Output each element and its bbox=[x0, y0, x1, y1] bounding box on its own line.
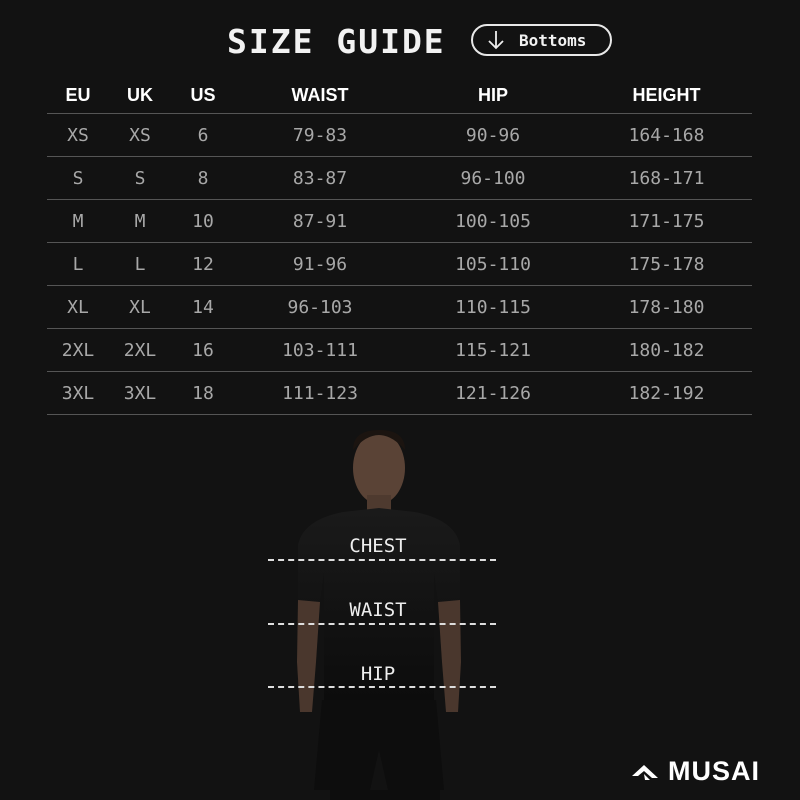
cell-uk: XS bbox=[109, 113, 171, 157]
cell-us: 12 bbox=[171, 242, 235, 286]
arrow-down-icon bbox=[488, 31, 504, 50]
cell-eu: L bbox=[47, 242, 109, 286]
category-button[interactable]: Bottoms bbox=[471, 24, 612, 56]
table-row: S S 8 83-87 96-100 168-171 bbox=[47, 156, 752, 200]
cell-waist: 79-83 bbox=[235, 113, 405, 157]
cell-eu: 3XL bbox=[47, 371, 109, 415]
cell-eu: M bbox=[47, 199, 109, 243]
table-row: M M 10 87-91 100-105 171-175 bbox=[47, 199, 752, 243]
cell-eu: 2XL bbox=[47, 328, 109, 372]
table-row: 3XL 3XL 18 111-123 121-126 182-192 bbox=[47, 371, 752, 415]
column-header-height: HEIGHT bbox=[581, 78, 752, 114]
cell-uk: M bbox=[109, 199, 171, 243]
cell-waist: 87-91 bbox=[235, 199, 405, 243]
table-row: XL XL 14 96-103 110-115 178-180 bbox=[47, 285, 752, 329]
column-header-waist: WAIST bbox=[235, 78, 405, 114]
column-header-hip: HIP bbox=[405, 78, 581, 114]
cell-waist: 111-123 bbox=[235, 371, 405, 415]
table-row: L L 12 91-96 105-110 175-178 bbox=[47, 242, 752, 286]
hip-label: HIP bbox=[360, 663, 396, 685]
cell-hip: 96-100 bbox=[405, 156, 581, 200]
cell-eu: XL bbox=[47, 285, 109, 329]
cell-uk: 3XL bbox=[109, 371, 171, 415]
cell-uk: L bbox=[109, 242, 171, 286]
cell-uk: XL bbox=[109, 285, 171, 329]
cell-uk: S bbox=[109, 156, 171, 200]
hip-line bbox=[268, 686, 496, 688]
cell-us: 10 bbox=[171, 199, 235, 243]
waist-line bbox=[268, 623, 496, 625]
chest-line bbox=[268, 559, 496, 561]
cell-us: 8 bbox=[171, 156, 235, 200]
cell-hip: 121-126 bbox=[405, 371, 581, 415]
table-row: 2XL 2XL 16 103-111 115-121 180-182 bbox=[47, 328, 752, 372]
cell-hip: 110-115 bbox=[405, 285, 581, 329]
cell-us: 6 bbox=[171, 113, 235, 157]
cell-waist: 96-103 bbox=[235, 285, 405, 329]
cell-us: 18 bbox=[171, 371, 235, 415]
brand-logo: MUSAI bbox=[630, 756, 760, 787]
size-table: EU UK US WAIST HIP HEIGHT XS XS 6 79-83 90-96 164-… bbox=[47, 78, 752, 415]
cell-us: 14 bbox=[171, 285, 235, 329]
cell-eu: S bbox=[47, 156, 109, 200]
chest-label: CHEST bbox=[349, 535, 407, 557]
cell-us: 16 bbox=[171, 328, 235, 372]
cell-eu: XS bbox=[47, 113, 109, 157]
table-row: XS XS 6 79-83 90-96 164-168 bbox=[47, 113, 752, 157]
cell-height: 178-180 bbox=[581, 285, 752, 329]
cell-height: 182-192 bbox=[581, 371, 752, 415]
cell-height: 164-168 bbox=[581, 113, 752, 157]
column-header-uk: UK bbox=[109, 78, 171, 114]
category-label: Bottoms bbox=[519, 30, 587, 50]
cell-hip: 90-96 bbox=[405, 113, 581, 157]
cell-hip: 105-110 bbox=[405, 242, 581, 286]
cell-hip: 115-121 bbox=[405, 328, 581, 372]
column-header-eu: EU bbox=[47, 78, 109, 114]
cell-waist: 91-96 bbox=[235, 242, 405, 286]
column-header-us: US bbox=[171, 78, 235, 114]
cell-height: 175-178 bbox=[581, 242, 752, 286]
page-title: SIZE GUIDE bbox=[227, 22, 446, 61]
cell-height: 171-175 bbox=[581, 199, 752, 243]
cell-height: 168-171 bbox=[581, 156, 752, 200]
brand-name: MUSAI bbox=[668, 756, 760, 786]
musai-logo-icon bbox=[632, 764, 658, 780]
cell-waist: 83-87 bbox=[235, 156, 405, 200]
cell-height: 180-182 bbox=[581, 328, 752, 372]
waist-label: WAIST bbox=[349, 599, 407, 621]
cell-hip: 100-105 bbox=[405, 199, 581, 243]
cell-uk: 2XL bbox=[109, 328, 171, 372]
cell-waist: 103-111 bbox=[235, 328, 405, 372]
